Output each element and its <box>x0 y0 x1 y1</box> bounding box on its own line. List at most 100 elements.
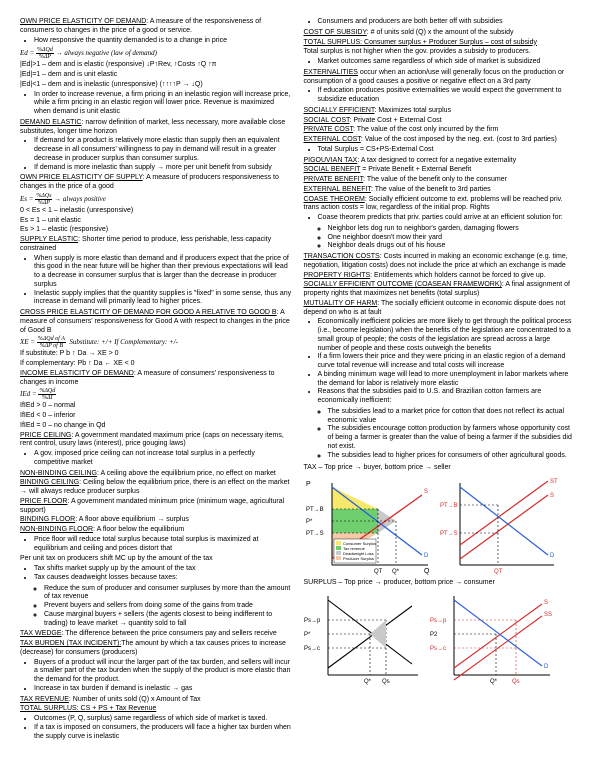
price-ceiling-heading: PRICE CEILING: A government mandated max… <box>20 432 292 450</box>
list-item: How responsive the quantity demanded is … <box>34 37 292 46</box>
policy-bullets: Economically inefficient policies are mo… <box>318 318 576 406</box>
right-column: Consumers and producers are both better … <box>304 18 576 743</box>
svg-text:QT: QT <box>494 569 503 575</box>
ed-line-2: |Ed|<1 – dem and is inelastic (unrespons… <box>20 81 292 90</box>
subsidy-top-bullet: Consumers and producers are both better … <box>318 18 576 27</box>
svg-text:PT→B: PT→B <box>306 507 324 513</box>
ed-line-0: |Ed|>1 – dem and is elastic (responsive)… <box>20 61 292 70</box>
policy-sub: The subsidies lead to a market price for… <box>328 408 576 461</box>
xe-line: If substitute: P b ↑ Da → XE > 0 <box>20 350 292 359</box>
list-item: If demand is more inelastic than supply … <box>34 164 292 173</box>
svg-text:Q*: Q* <box>392 569 400 575</box>
tc-heading: TRANSACTION COSTS: Costs incurred in mak… <box>304 253 576 271</box>
svg-text:Producer Surplus: Producer Surplus <box>343 556 374 561</box>
svg-text:D: D <box>424 553 429 559</box>
svg-text:S: S <box>424 489 428 495</box>
floor-bullets: Price floor will reduce total surplus be… <box>34 536 292 554</box>
income-heading: INCOME ELASTICITY OF DEMAND: A measure o… <box>20 370 292 388</box>
tax-intro: Per unit tax on producers shift MC up by… <box>20 555 292 564</box>
svg-text:D: D <box>550 553 555 559</box>
tax-wedge: TAX WEDGE: The difference between the pr… <box>20 630 292 639</box>
tax-bullets: Tax shifts market supply up by the amoun… <box>34 565 292 583</box>
list-item: Reduce the sum of producer and consumer … <box>44 585 292 603</box>
list-item: If a tax is imposed on consumers, the pr… <box>34 724 292 742</box>
svg-text:P*: P* <box>306 519 313 525</box>
list-item: Tax causes deadweight losses because tax… <box>34 574 292 583</box>
ed-formula: Ed = %ΔQd%ΔP → always negative (law of d… <box>20 47 292 60</box>
svg-text:S: S <box>544 600 548 606</box>
ext-line: SOCIALLY EFFICIENT: Maximizes total surp… <box>304 107 576 116</box>
ed-revenue-bullet: In order to increase revenue, a firm pri… <box>34 91 292 117</box>
coase-sub: Neighbor lets dog run to neighbor's gard… <box>328 225 576 251</box>
left-column: OWN PRICE ELASTICITY OF DEMAND: A measur… <box>20 18 292 743</box>
ext-line: PRIVATE BENEFIT: The value of the benefi… <box>304 176 576 185</box>
list-item: If education produces positive externali… <box>318 87 576 105</box>
list-item: If a firm lowers their price and they we… <box>318 353 576 371</box>
svg-text:Qs: Qs <box>512 679 520 685</box>
svg-text:Ps→p: Ps→p <box>304 618 321 624</box>
mh-heading: MUTUALITY OF HARM: The socially efficien… <box>304 300 576 318</box>
own-price-ed-bullets: How responsive the quantity demanded is … <box>34 37 292 46</box>
supply-elastic-bullets: When supply is more elastic than demand … <box>34 255 292 308</box>
es-formula: Es = %ΔQs%ΔP → always positive <box>20 193 292 206</box>
list-item: Coase theorem predicts that priv. partie… <box>318 214 576 223</box>
ied-line: IfIEd > 0 – normal <box>20 402 292 411</box>
list-item: Reasons that the subsidies paid to U.S. … <box>318 388 576 406</box>
seo-heading: SOCIALLY EFFICIENT OUTCOME (COASEAN FRAM… <box>304 281 576 299</box>
svg-text:Qs: Qs <box>382 679 390 685</box>
supply-elastic-heading: SUPPLY ELASTIC: Shorter time period to p… <box>20 236 292 254</box>
list-item: A binding minimum wage will lead to more… <box>318 371 576 389</box>
surplus-chart-left: Ps→p P* Ps→c Q* Qs <box>304 590 424 685</box>
xe-formula: XE = %ΔQd of A%ΔP of B Substitute: +/+ I… <box>20 336 292 349</box>
list-item: Neighbor lets dog run to neighbor's gard… <box>328 225 576 234</box>
binding-floor: BINDING FLOOR: A floor above equilibrium… <box>20 516 292 525</box>
demand-elastic-bullets: If demand for a product is relatively mo… <box>34 137 292 172</box>
ext-bullets: If education produces positive externali… <box>318 87 576 105</box>
list-item: Outcomes (P, Q, surplus) same regardless… <box>34 715 292 724</box>
list-item: The subsidies encourage cotton productio… <box>328 425 576 451</box>
ed-line-1: |Ed|=1 – dem and is unit elastic <box>20 71 292 80</box>
svg-text:SS: SS <box>544 612 552 618</box>
list-item: Neighbor deals drugs out of his house <box>328 242 576 251</box>
list-item: Inelastic supply implies that the quanti… <box>34 290 292 308</box>
binding-ceiling: BINDING CEILING: Ceiling below the equil… <box>20 479 292 497</box>
ext-line: EXTERNAL BENEFIT: The value of the benef… <box>304 186 576 195</box>
es-line: 0 < Es < 1 – inelastic (unresponsive) <box>20 207 292 216</box>
subsidy-note: Total surplus is not higher when the gov… <box>304 48 576 57</box>
ext-line: SOCIAL COST: Private Cost + External Cos… <box>304 117 576 126</box>
es-line: Es > 1 – elastic (responsive) <box>20 226 292 235</box>
svg-text:Q*: Q* <box>364 679 372 685</box>
list-item: When supply is more elastic than demand … <box>34 255 292 290</box>
list-item: The subsidies lead to a market price for… <box>328 408 576 426</box>
svg-text:PT→S: PT→S <box>306 531 324 537</box>
es-line: Es = 1 – unit elastic <box>20 217 292 226</box>
svg-text:PT→B: PT→B <box>440 503 458 509</box>
tax-bullets-3: Outcomes (P, Q, surplus) same regardless… <box>34 715 292 741</box>
ied-line: IfIEd < 0 – inferior <box>20 412 292 421</box>
ceiling-bullets: A gov. imposed price ceiling can not inc… <box>34 450 292 468</box>
list-item: Consumers and producers are both better … <box>318 18 576 27</box>
svg-text:D: D <box>544 664 549 670</box>
externalities-heading: EXTERNALITIES occur when an action/use w… <box>304 69 576 87</box>
cost-of-subsidy: COST OF SUBSIDY: # of units sold (Q) x t… <box>304 29 576 38</box>
tax-sub-bullets: Reduce the sum of producer and consumer … <box>44 585 292 629</box>
pigouvian-heading: PIGOUVIAN TAX: A tax designed to correct… <box>304 157 576 166</box>
coase-heading: COASE THEOREM: Socially efficient outcom… <box>304 196 576 214</box>
tax-chart-right: ST S PT→B PT→S QT D <box>440 475 560 575</box>
svg-text:Ps→c: Ps→c <box>430 646 446 652</box>
ied-formula: IEd = %ΔQd%ΔI <box>20 388 292 401</box>
tax-burden-bullets: Buyers of a product will incur the large… <box>34 659 292 694</box>
list-item: The subsidies lead to higher prices for … <box>328 452 576 461</box>
list-item: Prevent buyers and sellers from doing so… <box>44 602 292 611</box>
total-surplus-subsidy: TOTAL SURPLUS: Consumer surplus + Produc… <box>304 39 576 48</box>
svg-text:PT→S: PT→S <box>440 531 458 537</box>
tax-revenue: TAX REVENUE: Number of units sold (Q) x … <box>20 696 292 705</box>
svg-text:ST: ST <box>550 479 558 485</box>
svg-text:Q*: Q* <box>490 679 498 685</box>
list-item: Price floor will reduce total surplus be… <box>34 536 292 554</box>
svg-text:P*: P* <box>304 632 311 638</box>
svg-text:Q: Q <box>424 568 430 575</box>
ext-line: PRIVATE COST: The value of the cost only… <box>304 126 576 135</box>
list-item: Cause marginal buyers + sellers (the age… <box>44 611 292 629</box>
list-item: One neighbor doesn't mow their yard <box>328 234 576 243</box>
